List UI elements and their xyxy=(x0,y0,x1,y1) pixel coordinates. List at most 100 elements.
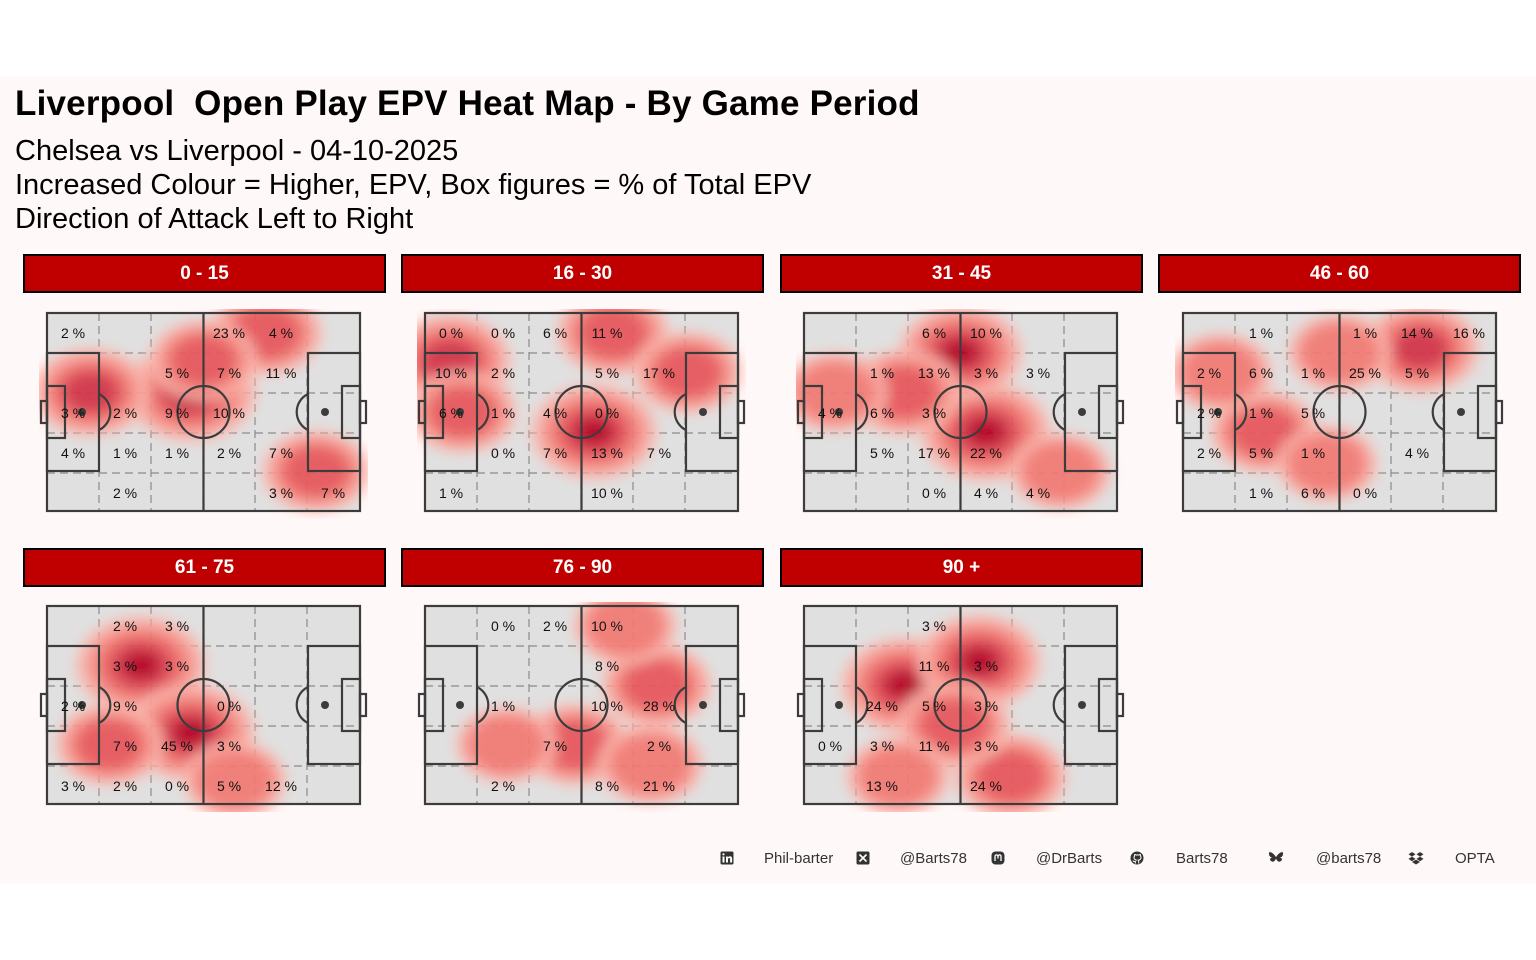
zone-label: 10 % xyxy=(970,325,1002,341)
zone-label: 22 % xyxy=(970,445,1002,461)
linkedin-icon xyxy=(720,851,734,865)
heat-hotspot xyxy=(55,703,164,786)
zone-label: 6 % xyxy=(1301,485,1325,501)
zone-label: 4 % xyxy=(269,325,293,341)
zone-label: 0 % xyxy=(439,325,463,341)
zone-label: 4 % xyxy=(974,485,998,501)
zone-label: 5 % xyxy=(922,698,946,714)
zone-label: 3 % xyxy=(165,618,189,634)
zone-label: 0 % xyxy=(818,738,842,754)
zone-label: 5 % xyxy=(1301,405,1325,421)
pitch-markings xyxy=(39,311,368,513)
zone-label: 10 % xyxy=(591,698,623,714)
zone-label: 11 % xyxy=(919,658,950,674)
heat-hotspot xyxy=(1361,309,1480,394)
penalty-spot xyxy=(699,701,707,709)
zone-label: 9 % xyxy=(113,698,137,714)
zone-label: 3 % xyxy=(61,405,85,421)
zone-label: 7 % xyxy=(321,485,345,501)
zone-label: 11 % xyxy=(592,325,623,341)
zone-label: 5 % xyxy=(165,365,189,381)
penalty-spot xyxy=(456,408,464,416)
zone-label: 1 % xyxy=(491,405,515,421)
zone-label: 0 % xyxy=(922,485,946,501)
zone-label: 1 % xyxy=(1249,325,1273,341)
pitch-panel: 1 % 1 % 14 % 16 % 2 % 6 % 1 % 25 % 5 % 2 % 1 % 5 % 2… xyxy=(1175,309,1504,513)
zone-label: 6 % xyxy=(543,325,567,341)
zone-label: 2 % xyxy=(61,698,85,714)
zone-labels: 2 % 3 % 3 % 3 % 2 % 9 % 0 % 7 % 45 % 3 % 3 % 2 % 0 %… xyxy=(61,618,297,794)
zone-label: 2 % xyxy=(113,485,137,501)
zone-label: 6 % xyxy=(439,405,463,421)
penalty-spot xyxy=(1214,408,1222,416)
panel-title-76-90: 76 - 90 xyxy=(401,548,764,587)
zone-label: 5 % xyxy=(595,365,619,381)
pitch-markings xyxy=(796,311,1125,513)
pitch-markings xyxy=(796,604,1125,806)
zone-label: 6 % xyxy=(1249,365,1273,381)
subtitle-match: Chelsea vs Liverpool - 04-10-2025 xyxy=(15,135,459,167)
heat-layer xyxy=(55,615,287,812)
zone-label: 5 % xyxy=(1405,365,1429,381)
mastodon-icon xyxy=(991,851,1005,865)
footer-data-source-text: OPTA xyxy=(1455,850,1495,867)
subtitle-legend-note: Increased Colour = Higher, EPV, Box figu… xyxy=(15,169,812,201)
zone-label: 17 % xyxy=(918,445,950,461)
heat-layer xyxy=(455,602,713,805)
zone-label: 2 % xyxy=(647,738,671,754)
heat-hotspot xyxy=(530,383,658,481)
footer-bluesky-text: @barts78 xyxy=(1316,850,1382,867)
zone-label: 16 % xyxy=(1453,325,1485,341)
zone-label: 11 % xyxy=(919,738,950,754)
zone-label: 10 % xyxy=(213,405,245,421)
heat-hotspot xyxy=(953,733,1068,812)
zone-label: 12 % xyxy=(265,778,297,794)
zone-label: 5 % xyxy=(217,778,241,794)
penalty-spot xyxy=(1078,701,1086,709)
zone-label: 3 % xyxy=(974,365,998,381)
zone-label: 10 % xyxy=(591,485,623,501)
zone-label: 4 % xyxy=(61,445,85,461)
panel-title-31-45: 31 - 45 xyxy=(780,254,1143,293)
zone-label: 5 % xyxy=(870,445,894,461)
zone-label: 0 % xyxy=(491,445,515,461)
zone-labels: 2 % 23 % 4 % 5 % 7 % 11 % 3 % 2 % 9 % 10 % 4 % 1 % 1… xyxy=(61,325,345,501)
zone-label: 3 % xyxy=(269,485,293,501)
zone-label: 1 % xyxy=(1301,365,1325,381)
penalty-spot xyxy=(1457,408,1465,416)
zone-label: 7 % xyxy=(217,365,241,381)
heat-hotspot xyxy=(573,602,678,666)
zone-label: 17 % xyxy=(643,365,675,381)
heat-hotspot xyxy=(182,740,287,812)
pitch-markings xyxy=(1175,311,1504,513)
penalty-spot xyxy=(321,408,329,416)
zone-labels: 1 % 1 % 14 % 16 % 2 % 6 % 1 % 25 % 5 % 2 % 1 % 5 % 2… xyxy=(1197,325,1485,501)
zone-label: 8 % xyxy=(595,778,619,794)
penalty-spot xyxy=(321,701,329,709)
heat-layer xyxy=(796,309,1112,510)
heat-hotspot xyxy=(1009,432,1112,510)
zone-label: 11 % xyxy=(266,365,297,381)
penalty-spot xyxy=(1078,408,1086,416)
pitch-panel: 2 % 3 % 3 % 3 % 2 % 9 % 0 % 7 % 45 % 3 % 3 % 2 % 0 %… xyxy=(39,604,368,812)
zone-label: 3 % xyxy=(974,738,998,754)
zone-label: 1 % xyxy=(1249,405,1273,421)
zone-label: 1 % xyxy=(113,445,137,461)
zone-label: 1 % xyxy=(1353,325,1377,341)
zone-label: 10 % xyxy=(591,618,623,634)
penalty-spot xyxy=(835,408,843,416)
zone-label: 3 % xyxy=(974,658,998,674)
zone-label: 3 % xyxy=(974,698,998,714)
zone-label: 10 % xyxy=(435,365,467,381)
pitch-markings xyxy=(417,311,746,513)
penalty-spot xyxy=(835,701,843,709)
zone-label: 1 % xyxy=(491,698,515,714)
panel-title-46-60: 46 - 60 xyxy=(1158,254,1521,293)
zone-label: 3 % xyxy=(165,658,189,674)
zone-label: 24 % xyxy=(970,778,1002,794)
zone-label: 2 % xyxy=(113,405,137,421)
zone-label: 2 % xyxy=(113,778,137,794)
zone-label: 2 % xyxy=(1197,405,1221,421)
panel-title-0-15: 0 - 15 xyxy=(23,254,386,293)
zone-label: 3 % xyxy=(1026,365,1050,381)
